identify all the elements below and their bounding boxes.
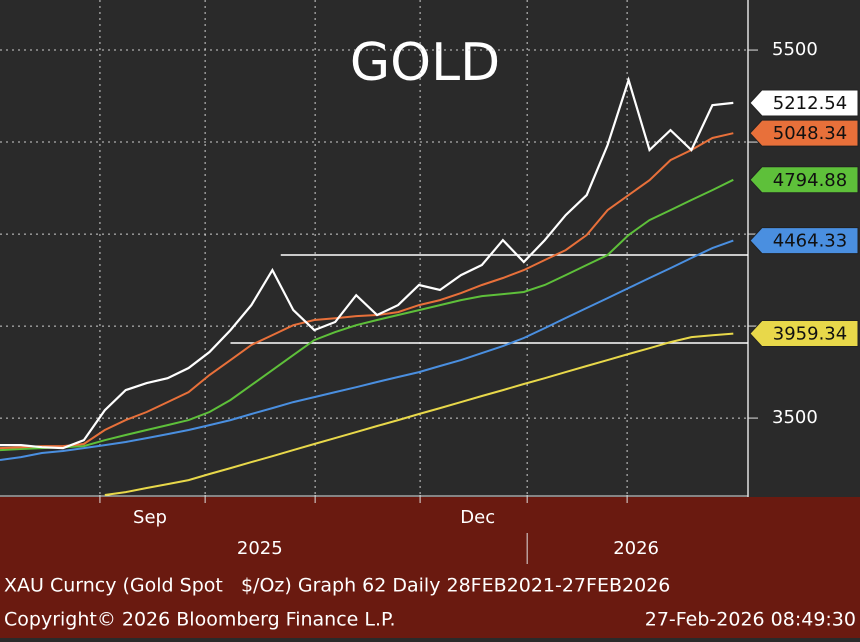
last-value-label: 3959.34 [773,324,847,345]
y-tick-label: 3500 [772,407,818,428]
series-line [0,239,734,461]
x-tick-label: Dec [460,507,495,528]
footer-line: Copyright© 2026 Bloomberg Finance L.P. [4,609,396,631]
last-value-label: 5048.34 [773,123,847,144]
plot-layer [0,0,758,503]
footer-line: XAU Curncy (Gold Spot $/Oz) Graph 62 Dai… [4,575,670,597]
last-value-label: 4794.88 [773,170,847,191]
year-label: 2026 [613,538,659,559]
y-tick-label: 5500 [772,39,818,60]
chart-title: GOLD [350,33,500,93]
series-line [0,178,734,452]
footer-band [0,497,860,638]
last-value-label: 5212.54 [773,93,847,114]
last-value-label: 4464.33 [773,231,847,252]
footer-line: 27-Feb-2026 08:49:30 [645,609,856,631]
last-value-flag [749,166,859,194]
series-line [104,332,734,496]
x-tick-label: Sep [133,507,167,528]
series-line [0,76,734,450]
last-value-flag [749,89,859,117]
last-value-flag [749,320,859,348]
last-value-flag [749,227,859,255]
year-label: 2025 [237,538,283,559]
series-line [0,132,734,450]
last-value-flag [749,119,859,147]
